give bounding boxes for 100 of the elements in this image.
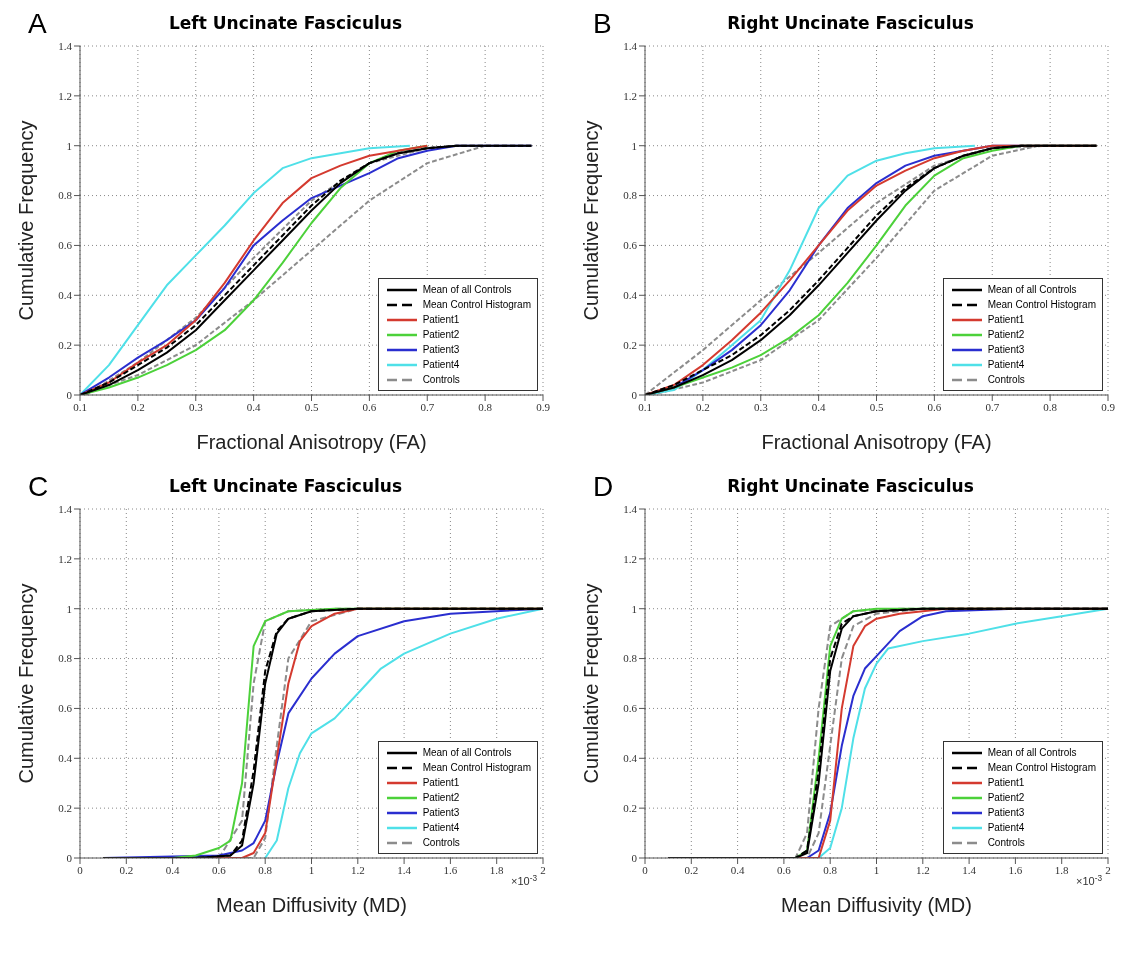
legend-label: Patient1 <box>422 314 460 325</box>
y-tick-label: 0.8 <box>58 652 73 665</box>
legend-label: Patient4 <box>987 822 1025 833</box>
legend-label: Mean Control Histogram <box>987 299 1096 310</box>
legend-label: Mean Control Histogram <box>987 762 1096 773</box>
x-tick-label: 0.4 <box>246 400 261 413</box>
x-tick-label: 0 <box>642 863 649 876</box>
x-tick-label: 0.6 <box>212 863 227 876</box>
x-tick-label: 0.8 <box>478 400 493 413</box>
x-axis-title: Mean Diffusivity (MD) <box>216 894 407 916</box>
legend-label: Patient3 <box>987 807 1025 818</box>
text: C <box>28 471 49 503</box>
x-tick-label: 0.1 <box>638 400 652 413</box>
y-tick-label: 1 <box>631 602 637 615</box>
y-tick-label: 0.8 <box>623 189 638 202</box>
text: A <box>28 8 47 40</box>
chart-title: Left Uncinate Fasciculus <box>168 13 403 33</box>
y-tick-label: 0.4 <box>58 752 73 765</box>
x-tick-label: 2 <box>1105 863 1111 876</box>
x-tick-label: 0.7 <box>420 400 435 413</box>
y-tick-label: 0.4 <box>623 752 638 765</box>
x-tick-label: 1 <box>308 863 315 876</box>
x-tick-label: 0.3 <box>188 400 204 413</box>
y-tick-label: 0.2 <box>58 339 72 352</box>
x-tick-label: 1.2 <box>350 863 365 876</box>
legend-label: Patient3 <box>987 344 1025 355</box>
x-tick-label: 0.4 <box>811 400 826 413</box>
x-tick-label: 0.2 <box>684 863 699 876</box>
y-tick-label: 1.2 <box>58 89 72 102</box>
legend-label: Mean of all Controls <box>422 747 512 758</box>
y-tick-label: 0.8 <box>623 652 638 665</box>
y-tick-label: 0.2 <box>58 802 72 815</box>
y-tick-label: 0 <box>631 388 638 401</box>
chart-title: Left Uncinate Fasciculus <box>168 476 403 496</box>
legend-label: Patient3 <box>422 807 460 818</box>
legend-label: Patient3 <box>422 344 460 355</box>
y-tick-label: 0.2 <box>623 802 637 815</box>
y-tick-label: 1.4 <box>58 39 73 52</box>
legend-label: Patient2 <box>422 329 460 340</box>
legend-label: Mean Control Histogram <box>422 762 531 773</box>
text: D <box>593 471 614 503</box>
y-tick-label: 0.4 <box>58 289 73 302</box>
y-tick-label: 1.2 <box>623 552 637 565</box>
y-tick-label: 1.4 <box>58 502 73 515</box>
y-tick-label: 0.6 <box>58 702 73 715</box>
x-tick-label: 0.8 <box>1043 400 1058 413</box>
y-tick-label: 1.4 <box>623 39 638 52</box>
x-tick-label: 0.6 <box>777 863 792 876</box>
x-tick-label: 0.9 <box>1101 400 1116 413</box>
text: ×10$^{-3}$ <box>1076 873 1103 887</box>
y-tick-label: 1.4 <box>623 502 638 515</box>
y-tick-label: 0.4 <box>623 289 638 302</box>
legend-label: Controls <box>987 374 1025 385</box>
x-tick-label: 1.8 <box>1054 863 1070 876</box>
x-tick-label: 0.6 <box>362 400 377 413</box>
x-tick-label: 0.2 <box>696 400 710 413</box>
x-tick-label: 0.4 <box>165 863 180 876</box>
x-tick-label: 0.4 <box>730 863 745 876</box>
y-tick-label: 0 <box>631 851 638 864</box>
legend-label: Patient4 <box>422 359 460 370</box>
x-tick-label: 0.8 <box>258 863 273 876</box>
legend-label: Patient1 <box>987 314 1025 325</box>
x-tick-label: 2 <box>540 863 546 876</box>
x-tick-label: 0.5 <box>304 400 319 413</box>
legend-label: Mean of all Controls <box>987 747 1077 758</box>
legend-label: Controls <box>422 374 460 385</box>
x-tick-label: 0.2 <box>131 400 145 413</box>
x-tick-label: 0.8 <box>823 863 838 876</box>
x-tick-label: 0 <box>77 863 84 876</box>
x-axis-title: Fractional Anisotropy (FA) <box>761 431 992 453</box>
x-tick-label: 1.4 <box>397 863 412 876</box>
legend-label: Controls <box>987 837 1025 848</box>
y-tick-label: 0 <box>66 851 73 864</box>
legend-label: Patient1 <box>422 777 460 788</box>
x-axis-title: Mean Diffusivity (MD) <box>781 894 972 916</box>
legend-label: Mean of all Controls <box>422 284 512 295</box>
x-tick-label: 0.2 <box>119 863 134 876</box>
chart-title: Right Uncinate Fasciculus <box>727 476 974 496</box>
legend-label: Patient4 <box>422 822 460 833</box>
y-tick-label: 0.6 <box>58 239 73 252</box>
x-tick-label: 0.9 <box>536 400 551 413</box>
legend-label: Patient1 <box>987 777 1025 788</box>
x-tick-label: 0.3 <box>753 400 769 413</box>
y-tick-label: 1 <box>631 139 637 152</box>
y-tick-label: 0.6 <box>623 702 638 715</box>
x-tick-label: 1.4 <box>962 863 977 876</box>
y-axis-title: Cumulative Frequency <box>15 120 38 321</box>
y-tick-label: 1.2 <box>623 89 637 102</box>
x-tick-label: 1.2 <box>915 863 930 876</box>
legend-label: Patient4 <box>987 359 1025 370</box>
y-axis-title: Cumulative Frequency <box>580 120 603 321</box>
text: ×10$^{-3}$ <box>511 873 538 887</box>
y-tick-label: 0.8 <box>58 189 73 202</box>
y-tick-label: 0 <box>66 388 73 401</box>
legend-label: Patient2 <box>987 792 1025 803</box>
y-tick-label: 1 <box>66 602 72 615</box>
x-tick-label: 1.8 <box>489 863 505 876</box>
chart-title: Right Uncinate Fasciculus <box>727 13 974 33</box>
x-tick-label: 1 <box>873 863 880 876</box>
legend-label: Patient2 <box>422 792 460 803</box>
